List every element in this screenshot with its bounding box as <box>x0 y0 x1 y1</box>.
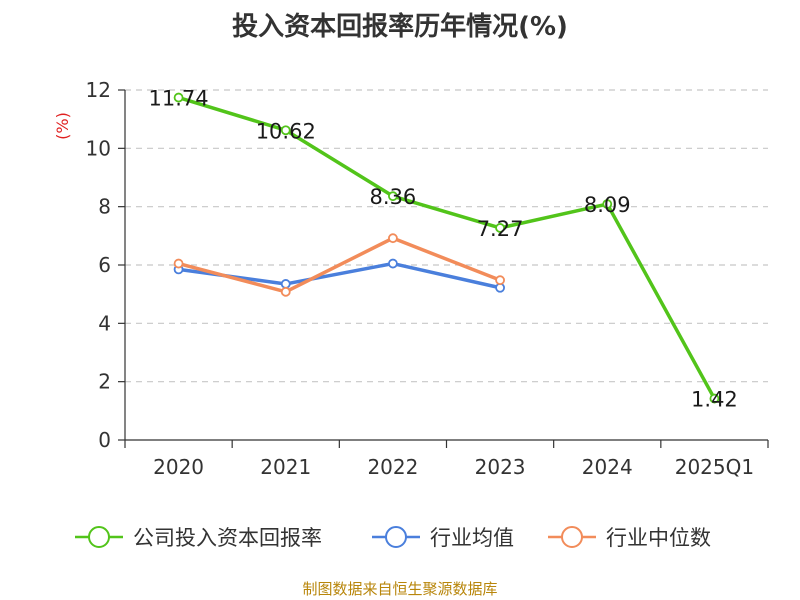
y-tick-label-2: 2 <box>98 370 111 394</box>
data-point-2-0 <box>173 258 184 269</box>
series-line-2 <box>178 236 501 294</box>
legend-swatch-marker-2 <box>561 526 583 548</box>
data-label-0: 11.74 <box>149 87 209 111</box>
data-label-4: 8.09 <box>584 193 631 217</box>
data-point-2-1 <box>280 286 291 297</box>
data-point-0-0 <box>173 92 184 103</box>
legend-label-1: 行业均值 <box>430 526 514 550</box>
series-lines <box>173 92 720 404</box>
data-labels: 11.74 10.62 8.36 7.27 8.09 1.42 <box>149 87 738 412</box>
y-axis-label: (%) <box>53 112 72 140</box>
y-tick-label-4: 4 <box>98 311 111 335</box>
grid-lines <box>125 89 768 383</box>
data-point-0-1 <box>280 125 291 136</box>
x-tick-label-2023: 2023 <box>475 455 526 479</box>
y-tick-label-8: 8 <box>98 195 111 219</box>
data-label-2: 8.36 <box>370 185 417 209</box>
x-tick-label-2024: 2024 <box>582 455 633 479</box>
series-line-0 <box>178 95 716 400</box>
data-point-0-2 <box>388 191 398 202</box>
y-tick-label-10: 10 <box>86 136 111 160</box>
chart-title: 投入资本回报率历年情况(%) <box>232 12 568 42</box>
data-point-0-5 <box>709 393 720 404</box>
data-point-1-1 <box>280 279 291 289</box>
x-tick-label-2020: 2020 <box>153 455 204 479</box>
data-point-2-2 <box>388 233 398 244</box>
x-tick-label-2025Q1: 2025Q1 <box>675 455 754 479</box>
data-point-1-2 <box>388 258 398 269</box>
x-tick-label-2021: 2021 <box>260 455 311 479</box>
data-point-2-3 <box>495 275 505 286</box>
data-point-0-4 <box>602 199 613 209</box>
data-label-1: 10.62 <box>256 119 316 143</box>
legend-swatch-marker-1 <box>385 526 407 548</box>
legend-swatch-marker-0 <box>88 526 110 548</box>
data-label-5: 1.42 <box>691 388 738 412</box>
data-point-0-3 <box>495 223 505 233</box>
y-tick-label-0: 0 <box>98 428 111 452</box>
legend-label-2: 行业中位数 <box>606 526 711 550</box>
y-tick-label-12: 12 <box>86 78 111 102</box>
legend: 公司投入资本回报率 行业均值 行业中位数 <box>75 526 711 550</box>
data-label-3: 7.27 <box>477 217 524 241</box>
axes: 0 2 4 6 8 10 12 2020 2021 2022 2023 2024 2025Q1 <box>86 78 769 479</box>
x-tick-label-2022: 2022 <box>367 455 418 479</box>
data-source-note: 制图数据来自恒生聚源数据库 <box>302 580 498 598</box>
y-tick-label-6: 6 <box>98 253 111 277</box>
legend-label-0: 公司投入资本回报率 <box>133 526 322 550</box>
